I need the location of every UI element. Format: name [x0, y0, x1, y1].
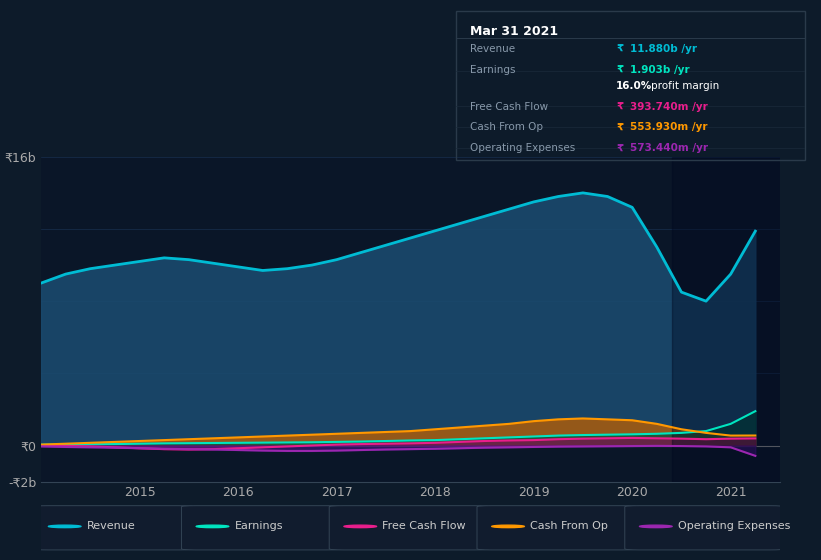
FancyBboxPatch shape	[181, 506, 341, 550]
Text: Revenue: Revenue	[87, 521, 135, 531]
Text: Cash From Op: Cash From Op	[530, 521, 608, 531]
FancyBboxPatch shape	[329, 506, 488, 550]
Text: Cash From Op: Cash From Op	[470, 123, 543, 133]
Text: 553.930m /yr: 553.930m /yr	[631, 123, 708, 133]
Text: 393.740m /yr: 393.740m /yr	[631, 102, 708, 112]
Text: ₹: ₹	[616, 123, 623, 133]
Circle shape	[196, 525, 229, 528]
Text: Free Cash Flow: Free Cash Flow	[383, 521, 466, 531]
Text: Free Cash Flow: Free Cash Flow	[470, 102, 548, 112]
Text: ₹: ₹	[616, 44, 623, 54]
Bar	[672, 157, 821, 482]
FancyBboxPatch shape	[625, 506, 784, 550]
Text: ₹: ₹	[616, 64, 623, 74]
Text: 1.903b /yr: 1.903b /yr	[631, 64, 690, 74]
Text: Revenue: Revenue	[470, 44, 515, 54]
Text: profit margin: profit margin	[651, 81, 719, 91]
Circle shape	[344, 525, 377, 528]
Text: Operating Expenses: Operating Expenses	[470, 143, 575, 153]
Text: Mar 31 2021: Mar 31 2021	[470, 25, 557, 38]
Circle shape	[640, 525, 672, 528]
FancyBboxPatch shape	[34, 506, 193, 550]
Text: Earnings: Earnings	[235, 521, 283, 531]
FancyBboxPatch shape	[477, 506, 636, 550]
Circle shape	[492, 525, 525, 528]
Text: Operating Expenses: Operating Expenses	[678, 521, 791, 531]
Text: Earnings: Earnings	[470, 64, 515, 74]
Text: 573.440m /yr: 573.440m /yr	[631, 143, 709, 153]
Text: 11.880b /yr: 11.880b /yr	[631, 44, 697, 54]
Text: 16.0%: 16.0%	[616, 81, 653, 91]
Text: ₹: ₹	[616, 143, 623, 153]
Circle shape	[48, 525, 81, 528]
Text: ₹: ₹	[616, 102, 623, 112]
